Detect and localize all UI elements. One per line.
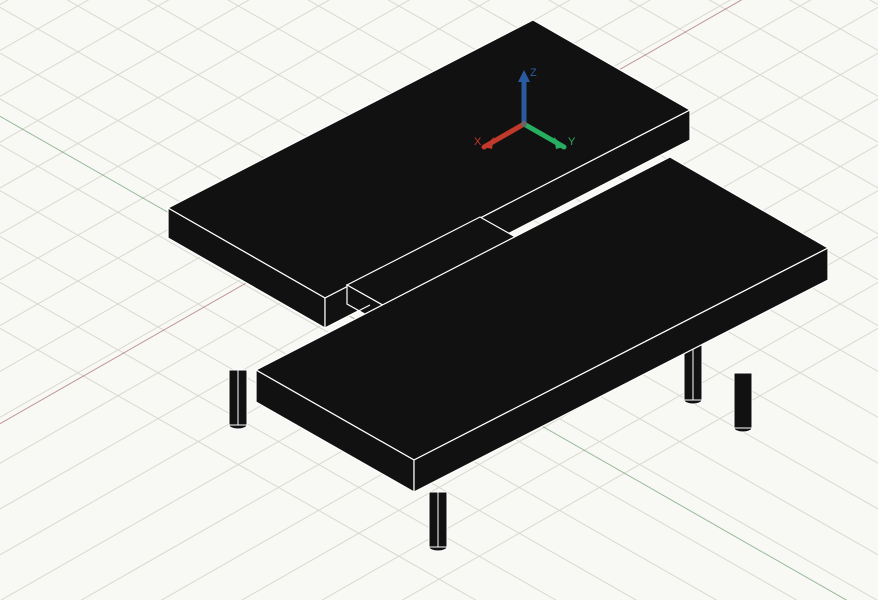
viewport-canvas[interactable]: X Y Z bbox=[0, 0, 878, 600]
cad-3d-viewport[interactable]: X Y Z bbox=[0, 0, 878, 600]
axis-x-label: X bbox=[474, 136, 482, 148]
axis-y-label: Y bbox=[568, 136, 576, 148]
gizmo-origin bbox=[521, 121, 527, 127]
axis-z-label: Z bbox=[530, 67, 537, 79]
